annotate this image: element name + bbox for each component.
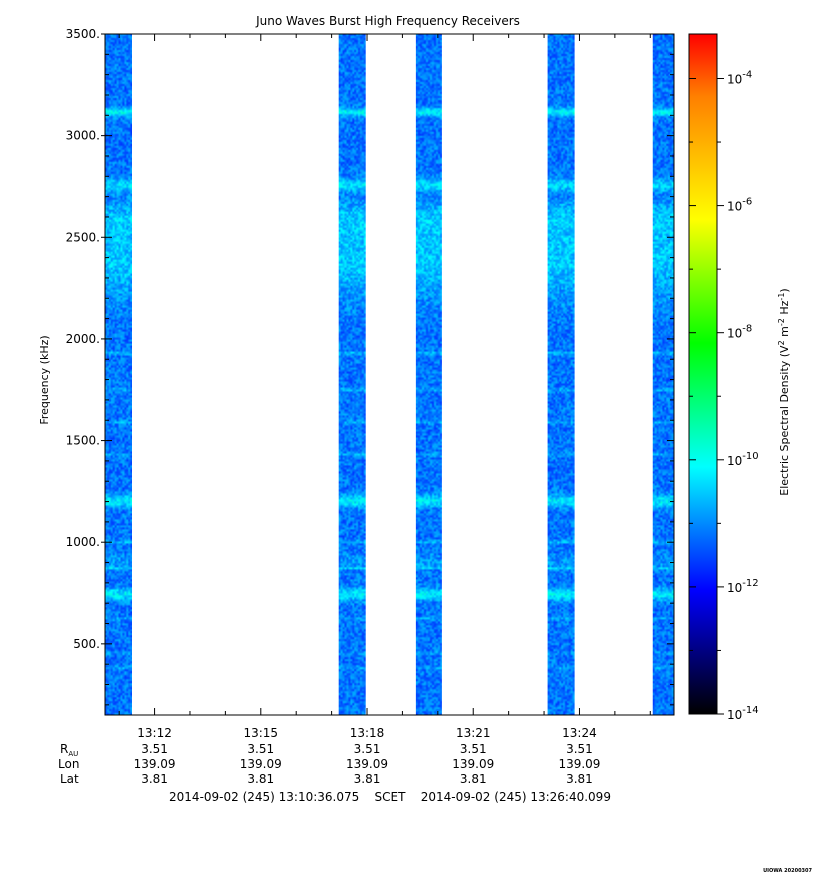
y-tick-label: 1500. [66, 434, 100, 448]
rau-label: RAU [60, 742, 78, 758]
chart-title: Juno Waves Burst High Frequency Receiver… [255, 14, 520, 28]
ephemeris-value: 139.09 [558, 757, 600, 771]
ephemeris-value: 3.81 [247, 772, 274, 786]
x-axis: 13:123.51139.093.8113:153.51139.093.8113… [118, 34, 651, 786]
ephemeris-value: 139.09 [346, 757, 388, 771]
y-tick-label: 3000. [66, 129, 100, 143]
spectrogram-plot [104, 33, 675, 716]
burst-segment [415, 34, 442, 715]
ephemeris-value: 3.81 [460, 772, 487, 786]
ephemeris-value: 3.51 [460, 742, 487, 756]
colorbar-tick-label: 10-14 [727, 705, 759, 722]
y-tick-label: 3500. [66, 27, 100, 41]
y-tick-label: 1000. [66, 535, 100, 549]
lon-label: Lon [58, 757, 79, 771]
colorbar-label: Electric Spectral Density (V2 m-2 Hz-1) [777, 288, 791, 495]
plot-frame [104, 33, 675, 716]
ephemeris-value: 3.51 [247, 742, 274, 756]
x-tick-label: 13:18 [350, 726, 385, 740]
colorbar-tick-label: 10-6 [727, 197, 752, 214]
plot-background [105, 34, 674, 715]
x-tick-label: 13:24 [562, 726, 597, 740]
x-tick-label: 13:12 [137, 726, 172, 740]
colorbar-tick-label: 10-10 [727, 451, 759, 468]
ephemeris-value: 139.09 [452, 757, 494, 771]
ephemeris-value: 139.09 [134, 757, 176, 771]
burst-segment [652, 34, 674, 715]
ephemeris-value: 3.51 [566, 742, 593, 756]
burst-segments [105, 34, 674, 715]
colorbar: 10-4 10-6 10-8 10-10 10-12 10-14 Electric Spe… [688, 33, 791, 722]
ephemeris-value: 139.09 [240, 757, 282, 771]
ephemeris-value: 3.81 [354, 772, 381, 786]
y-tick-label: 2500. [66, 230, 100, 244]
colorbar-gradient [688, 33, 718, 715]
ephemeris-value: 3.51 [354, 742, 381, 756]
time-range: 2014-09-02 (245) 13:10:36.075 SCET 2014-… [169, 790, 611, 804]
burst-segment [105, 34, 132, 715]
colorbar-tick-label: 10-8 [727, 324, 752, 341]
burst-segment [338, 34, 366, 715]
colorbar-ticks: 10-4 10-6 10-8 10-10 10-12 10-14 [689, 69, 759, 722]
ephemeris-value: 3.51 [141, 742, 168, 756]
colorbar-tick-label: 10-12 [727, 578, 759, 595]
y-axis: 500. 1000. 1500. 2000. 2500. 3000. 3500. [66, 27, 674, 706]
ephemeris-value: 3.81 [566, 772, 593, 786]
y-tick-label: 2000. [66, 332, 100, 346]
x-tick-label: 13:21 [456, 726, 491, 740]
footer-stamp: UIOWA 20200307 [763, 868, 812, 874]
x-tick-label: 13:15 [243, 726, 278, 740]
burst-segment [547, 34, 575, 715]
y-axis-label: Frequency (kHz) [38, 335, 51, 424]
ephemeris-value: 3.81 [141, 772, 168, 786]
lat-label: Lat [60, 772, 79, 786]
ephemeris-row-labels: RAU Lon Lat [58, 742, 79, 786]
colorbar-tick-label: 10-4 [727, 69, 752, 86]
y-tick-label: 500. [73, 637, 100, 651]
